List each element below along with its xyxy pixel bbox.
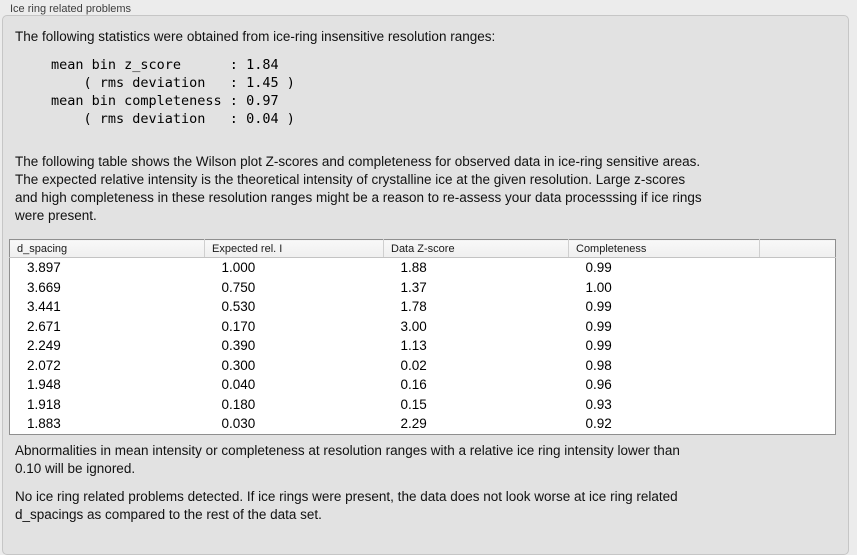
- table-row[interactable]: 3.897 1.000 1.88 0.99: [10, 258, 836, 278]
- table-cell: 1.00: [585, 279, 612, 295]
- ice-ring-table-container: d_spacing Expected rel. I Data Z-score Comp…: [9, 239, 842, 435]
- table-cell: 0.390: [221, 338, 256, 353]
- table-cell: 0.92: [585, 416, 612, 431]
- table-cell: [760, 414, 836, 434]
- table-row[interactable]: 2.249 0.390 1.13 0.99: [10, 336, 836, 356]
- table-cell: 2.249: [27, 338, 61, 353]
- table-cell: [760, 356, 836, 376]
- table-cell: 0.530: [221, 299, 256, 314]
- table-cell: 1.948: [27, 377, 61, 392]
- table-cell: 0.99: [585, 338, 612, 353]
- stats-block: mean bin z_score : 1.84 ( rms deviation …: [51, 57, 295, 127]
- table-cell: 2.072: [27, 357, 61, 373]
- table-cell: 0.93: [585, 396, 612, 412]
- table-row[interactable]: 2.671 0.170 3.00 0.99: [10, 317, 836, 337]
- table-cell: 0.170: [221, 318, 256, 334]
- column-header-data-z-score[interactable]: Data Z-score: [383, 239, 569, 258]
- table-cell: 3.669: [27, 279, 61, 295]
- table-cell: 1.918: [27, 396, 61, 412]
- table-cell: 0.02: [400, 357, 427, 373]
- table-cell: 0.030: [221, 416, 256, 431]
- table-cell: [760, 278, 836, 298]
- column-header-empty[interactable]: [759, 239, 836, 258]
- table-cell: 0.96: [585, 377, 612, 392]
- column-header-completeness[interactable]: Completeness: [568, 239, 760, 258]
- table-cell: 0.180: [221, 396, 256, 412]
- panel-title: Ice ring related problems: [10, 3, 132, 15]
- table-cell: 1.37: [400, 279, 427, 295]
- table-cell: 2.671: [27, 318, 61, 334]
- table-row[interactable]: 1.948 0.040 0.16 0.96: [10, 375, 836, 395]
- table-cell: 0.99: [585, 318, 612, 334]
- table-cell: 2.29: [400, 416, 427, 431]
- table-cell: [760, 317, 836, 337]
- ice-ring-panel: The following statistics were obtained f…: [2, 15, 849, 555]
- table-cell: 1.78: [400, 299, 427, 314]
- table-description-text: The following table shows the Wilson plo…: [15, 154, 702, 223]
- stats-intro-text: The following statistics were obtained f…: [15, 29, 496, 44]
- table-cell: 3.897: [27, 260, 61, 275]
- column-header-expected-rel-i[interactable]: Expected rel. I: [204, 239, 384, 258]
- table-cell: 0.300: [221, 357, 256, 373]
- table-cell: [760, 258, 836, 278]
- table-cell: [760, 336, 836, 356]
- table-header: d_spacing Expected rel. I Data Z-score Comp…: [9, 239, 836, 258]
- table-cell: 1.88: [400, 260, 427, 275]
- table-header-row: d_spacing Expected rel. I Data Z-score Comp…: [9, 239, 836, 258]
- table-cell: 1.000: [221, 260, 256, 275]
- ice-ring-table: d_spacing Expected rel. I Data Z-score Comp…: [9, 239, 836, 435]
- table-cell: 0.16: [400, 377, 427, 392]
- conclusion-text: No ice ring related problems detected. I…: [15, 488, 678, 522]
- table-body: 3.897 1.000 1.88 0.99 3.669 0.750 1.37 1.00 3.44…: [10, 258, 836, 435]
- column-header-d-spacing[interactable]: d_spacing: [9, 239, 205, 258]
- table-cell: 0.15: [400, 396, 427, 412]
- table-cell: 1.13: [400, 338, 427, 353]
- table-cell: 0.99: [585, 260, 612, 275]
- table-cell: 3.00: [400, 318, 427, 334]
- table-row[interactable]: 1.918 0.180 0.15 0.93: [10, 395, 836, 415]
- table-cell: 0.98: [585, 357, 612, 373]
- table-row[interactable]: 1.883 0.030 2.29 0.92: [10, 414, 836, 434]
- table-row[interactable]: 2.072 0.300 0.02 0.98: [10, 356, 836, 376]
- table-cell: 0.750: [221, 279, 256, 295]
- table-cell: [760, 297, 836, 317]
- ignore-note-text: Abnormalities in mean intensity or compl…: [15, 442, 680, 476]
- table-cell: 0.99: [585, 299, 612, 314]
- table-cell: [760, 395, 836, 415]
- table-cell: [760, 375, 836, 395]
- table-row[interactable]: 3.441 0.530 1.78 0.99: [10, 297, 836, 317]
- table-cell: 3.441: [27, 299, 61, 314]
- table-row[interactable]: 3.669 0.750 1.37 1.00: [10, 278, 836, 298]
- table-cell: 1.883: [27, 416, 61, 431]
- table-cell: 0.040: [221, 377, 256, 392]
